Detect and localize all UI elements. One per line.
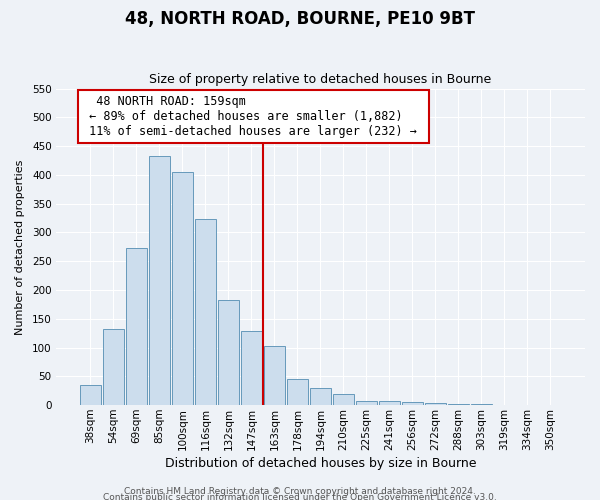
Bar xyxy=(149,156,170,405)
Bar xyxy=(80,385,101,405)
Bar xyxy=(126,248,147,405)
Bar xyxy=(195,219,216,405)
Bar xyxy=(287,378,308,405)
Bar xyxy=(494,404,515,405)
Bar xyxy=(310,388,331,405)
Y-axis label: Number of detached properties: Number of detached properties xyxy=(15,159,25,334)
Text: 48, NORTH ROAD, BOURNE, PE10 9BT: 48, NORTH ROAD, BOURNE, PE10 9BT xyxy=(125,10,475,28)
Text: Contains public sector information licensed under the Open Government Licence v3: Contains public sector information licen… xyxy=(103,492,497,500)
Bar xyxy=(379,400,400,405)
Bar xyxy=(425,404,446,405)
Bar xyxy=(402,402,423,405)
Bar xyxy=(241,332,262,405)
Title: Size of property relative to detached houses in Bourne: Size of property relative to detached ho… xyxy=(149,73,491,86)
Bar xyxy=(448,404,469,405)
Bar xyxy=(172,172,193,405)
Bar xyxy=(103,329,124,405)
Bar xyxy=(356,401,377,405)
X-axis label: Distribution of detached houses by size in Bourne: Distribution of detached houses by size … xyxy=(164,457,476,470)
Bar xyxy=(218,300,239,405)
Bar xyxy=(517,404,538,405)
Text: Contains HM Land Registry data © Crown copyright and database right 2024.: Contains HM Land Registry data © Crown c… xyxy=(124,486,476,496)
Bar xyxy=(333,394,354,405)
Text: 48 NORTH ROAD: 159sqm  
 ← 89% of detached houses are smaller (1,882) 
 11% of s: 48 NORTH ROAD: 159sqm ← 89% of detached … xyxy=(82,95,424,138)
Bar xyxy=(264,346,285,405)
Bar xyxy=(471,404,492,405)
